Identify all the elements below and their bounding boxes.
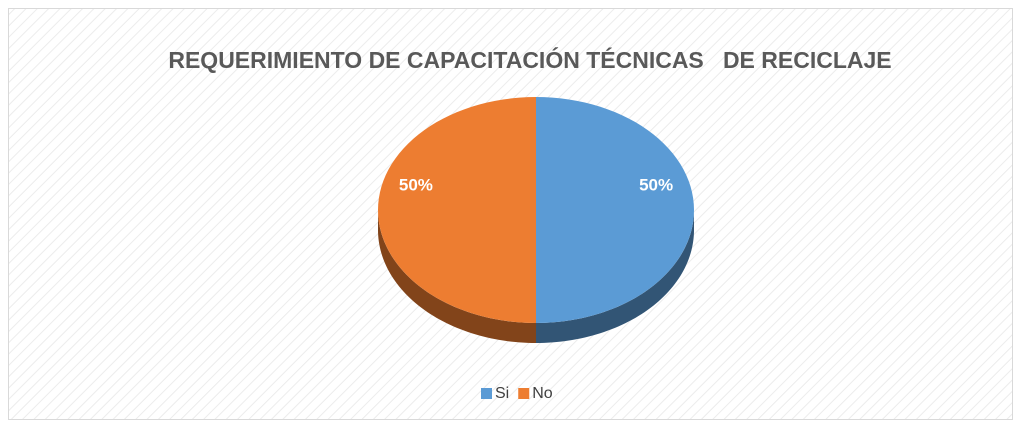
- legend-swatch: [481, 388, 492, 399]
- slice-side: [536, 210, 694, 343]
- legend-label: Si: [495, 385, 509, 402]
- slice: [536, 97, 694, 343]
- chart-title: REQUERIMIENTO DE CAPACITACIÓN TÉCNICAS D…: [168, 47, 892, 73]
- legend-label: No: [532, 385, 553, 402]
- slice-top: [536, 97, 694, 323]
- pie: 50% 50%: [378, 97, 694, 343]
- legend: Si No: [481, 385, 553, 402]
- data-label: 50%: [639, 175, 673, 194]
- legend-swatch: [518, 388, 530, 399]
- slice-top: [378, 97, 536, 323]
- slice: [378, 97, 536, 343]
- data-label: 50%: [399, 175, 433, 194]
- slice-side: [378, 210, 536, 343]
